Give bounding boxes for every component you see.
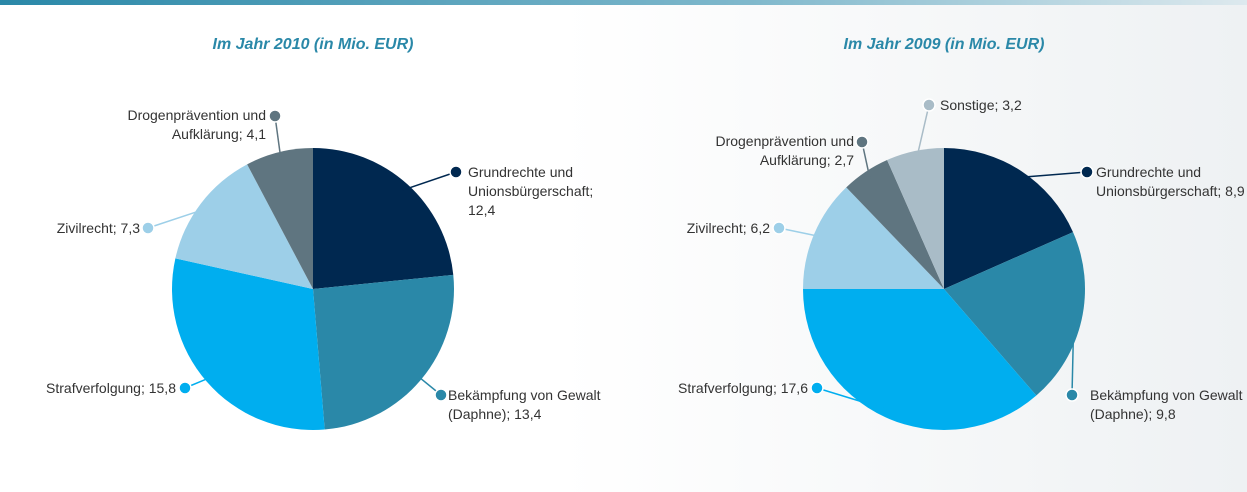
chart-title: Im Jahr 2009 (in Mio. EUR) xyxy=(843,36,1045,53)
pie-slice xyxy=(172,258,325,430)
leader-dot xyxy=(434,388,448,402)
slice-label: Grundrechte und Unionsbürgerschaft; 8,9 xyxy=(1096,164,1245,199)
slice-label: Strafverfolgung; 15,8 xyxy=(46,380,176,396)
pie-slice xyxy=(803,187,944,289)
leader-line xyxy=(1016,171,1088,179)
leader-line xyxy=(816,387,889,411)
leader-dot xyxy=(268,109,282,123)
pie-slice xyxy=(803,289,1037,430)
leader-dot xyxy=(772,221,786,235)
leader-line xyxy=(1071,318,1075,396)
slice-label: Drogenprävention und Aufklärung; 4,1 xyxy=(127,107,266,142)
leader-dot xyxy=(141,221,155,235)
leader-dot xyxy=(178,381,192,395)
leader-line xyxy=(147,207,208,229)
leader-line xyxy=(401,171,457,192)
slice-label: Strafverfolgung; 17,6 xyxy=(678,380,808,396)
leader-dot xyxy=(922,98,936,112)
slice-label: Zivilrecht; 6,2 xyxy=(686,220,770,236)
pie-slice xyxy=(944,232,1085,396)
leader-line xyxy=(274,115,282,161)
leader-dot xyxy=(810,381,824,395)
top-bar xyxy=(0,0,1247,5)
slice-label: Grundrechte und Unionsbürgerschaft; 12,4 xyxy=(468,164,594,218)
slice-label: Bekämpfung von Gewalt (Daphne); 13,4 xyxy=(448,387,601,422)
pie-slice xyxy=(247,148,313,289)
pie-slice xyxy=(944,148,1074,289)
leader-dot xyxy=(855,135,869,149)
pie-slice xyxy=(313,148,454,289)
leader-line xyxy=(915,104,930,160)
pie-slice xyxy=(846,159,944,289)
pie-slice xyxy=(175,164,313,289)
chart-title: Im Jahr 2010 (in Mio. EUR) xyxy=(212,36,414,53)
leader-dot xyxy=(1080,165,1094,179)
slice-label: Bekämpfung von Gewalt (Daphne); 9,8 xyxy=(1090,387,1243,422)
slice-label: Sonstige; 3,2 xyxy=(940,97,1022,113)
leader-dot xyxy=(1065,388,1079,402)
leader-dot xyxy=(449,165,463,179)
leader-line xyxy=(778,227,822,238)
pie-slice xyxy=(313,274,454,430)
slice-label: Zivilrecht; 7,3 xyxy=(56,220,140,236)
slice-label: Drogenprävention und Aufklärung; 2,7 xyxy=(715,133,854,168)
pie-slice xyxy=(887,148,944,289)
